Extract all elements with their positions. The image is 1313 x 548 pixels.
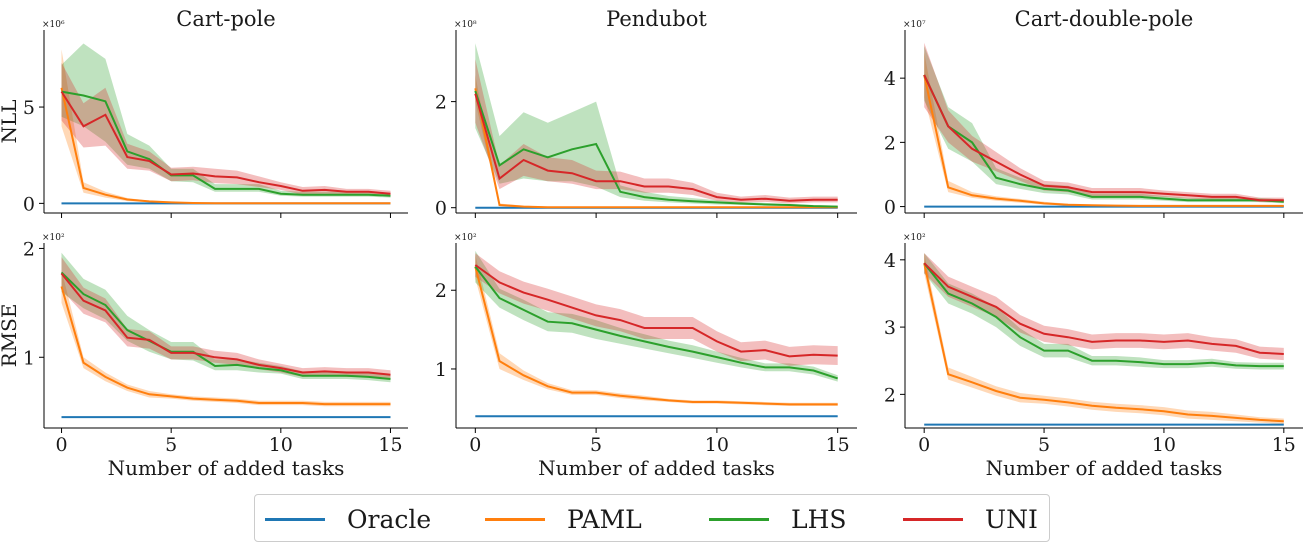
y-tick-label: 0 xyxy=(23,193,35,215)
panel-title: Cart-pole xyxy=(176,7,275,31)
y-tick-label: 2 xyxy=(435,92,447,114)
axis-multiplier: ×10² xyxy=(454,233,477,243)
y-tick-label: 4 xyxy=(884,68,896,90)
series-line-lhs xyxy=(474,265,839,380)
panel-1: 0 5 ×10⁶ Cart-pole NLL xyxy=(0,7,408,218)
series-line-uni xyxy=(474,93,838,202)
y-tick-label: 4 xyxy=(884,250,896,272)
x-tick-label: 5 xyxy=(165,434,177,456)
panel-2: 0 2 ×10⁸ Pendubot xyxy=(435,7,857,220)
series-line-uni xyxy=(60,272,391,376)
x-tick-label: 10 xyxy=(705,434,729,456)
y-tick-label: 1 xyxy=(23,347,35,369)
x-axis-label: Number of added tasks xyxy=(108,456,345,480)
x-axis-label: Number of added tasks xyxy=(986,456,1223,480)
y-tick-label: 5 xyxy=(23,97,35,119)
series-line-uni xyxy=(474,264,838,358)
band-paml xyxy=(924,52,1284,207)
panel-title: Cart-double-pole xyxy=(1015,7,1194,31)
legend-swatch-uni xyxy=(903,517,963,521)
band-paml xyxy=(61,49,391,204)
legend-swatch-paml xyxy=(485,517,545,521)
series-line-uni xyxy=(923,74,1284,202)
y-tick-label: 0 xyxy=(884,197,896,219)
axis-multiplier: ×10⁶ xyxy=(42,20,65,30)
y-tick-label: 1 xyxy=(435,359,447,381)
figure-panels: 0 5 ×10⁶ Cart-pole NLL 0 2 ×10⁸ Pendubot 0 2 4 ×10⁷ C… xyxy=(0,7,1303,480)
band-lhs xyxy=(924,46,1284,204)
x-tick-label: 10 xyxy=(1152,434,1176,456)
band-paml xyxy=(61,270,391,407)
band-lhs xyxy=(475,43,838,208)
series-line-paml xyxy=(474,266,838,406)
legend-label-paml: PAML xyxy=(567,504,642,534)
panel-4: 0 5 10 15 1 2 ×10² RMSE Number of added tasks xyxy=(0,233,408,480)
band-lhs xyxy=(924,253,1284,370)
x-tick-label: 15 xyxy=(826,434,850,456)
y-axis-label: RMSE xyxy=(0,304,21,368)
band-uni xyxy=(475,253,838,366)
panel-6: 0 5 10 15 2 3 4 ×10² Number of added tasks xyxy=(884,233,1303,480)
x-tick-label: 5 xyxy=(590,434,602,456)
panel-3: 0 2 4 ×10⁷ Cart-double-pole xyxy=(884,7,1303,219)
legend: Oracle PAML LHS UNI xyxy=(254,494,1050,542)
legend-swatch-oracle xyxy=(265,517,325,521)
band-uni xyxy=(61,257,391,379)
panel-5: 0 5 10 15 1 2 ×10² Number of added tasks xyxy=(435,233,857,480)
legend-item-lhs: LHS xyxy=(709,504,847,534)
y-axis-label: NLL xyxy=(0,99,21,143)
series-line-lhs xyxy=(61,90,391,197)
series-line-paml xyxy=(474,88,838,209)
legend-item-paml: PAML xyxy=(485,504,642,534)
band-uni xyxy=(924,42,1284,203)
legend-label-lhs: LHS xyxy=(791,504,847,534)
series-line-lhs xyxy=(923,262,1284,368)
axis-multiplier: ×10⁸ xyxy=(454,20,477,30)
x-tick-label: 0 xyxy=(55,434,67,456)
series-line-lhs xyxy=(923,74,1284,203)
x-tick-label: 0 xyxy=(469,434,481,456)
y-tick-label: 2 xyxy=(23,238,35,260)
legend-item-uni: UNI xyxy=(903,504,1038,534)
series-line-uni xyxy=(923,262,1284,355)
band-uni xyxy=(475,59,838,204)
y-tick-label: 2 xyxy=(884,384,896,406)
series-line-paml xyxy=(923,74,1284,207)
band-uni xyxy=(61,62,391,197)
axis-multiplier: ×10⁷ xyxy=(903,20,926,30)
series-line-lhs xyxy=(474,90,838,208)
legend-item-oracle: Oracle xyxy=(265,504,431,534)
y-tick-label: 0 xyxy=(435,198,447,220)
axis-multiplier: ×10² xyxy=(903,233,926,243)
legend-label-uni: UNI xyxy=(985,504,1038,534)
series-line-paml xyxy=(923,262,1284,423)
series-line-lhs xyxy=(60,271,391,380)
y-tick-label: 2 xyxy=(435,280,447,302)
series-line-paml xyxy=(60,87,391,205)
x-tick-label: 15 xyxy=(1272,434,1296,456)
legend-label-oracle: Oracle xyxy=(347,504,432,534)
x-axis-label: Number of added tasks xyxy=(538,456,775,480)
series-line-paml xyxy=(60,286,391,406)
x-tick-label: 15 xyxy=(378,434,402,456)
x-tick-label: 5 xyxy=(1038,434,1050,456)
legend-swatch-lhs xyxy=(709,517,769,521)
panel-title: Pendubot xyxy=(606,7,707,31)
x-tick-label: 0 xyxy=(918,434,930,456)
x-tick-label: 10 xyxy=(269,434,293,456)
axis-multiplier: ×10² xyxy=(42,233,65,243)
series-line-uni xyxy=(60,91,391,195)
y-tick-label: 3 xyxy=(884,317,896,339)
y-tick-label: 2 xyxy=(884,132,896,154)
band-lhs xyxy=(61,252,391,383)
